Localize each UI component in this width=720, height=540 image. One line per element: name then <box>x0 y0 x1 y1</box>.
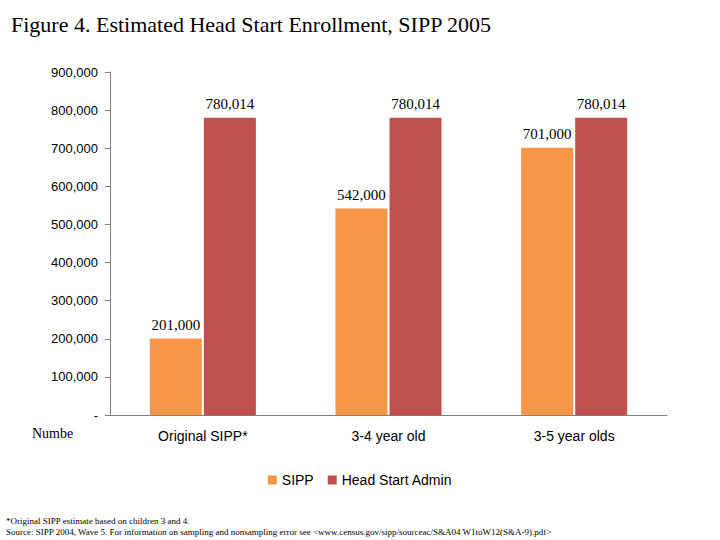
svg-text:600,000: 600,000 <box>51 179 98 194</box>
svg-text:780,014: 780,014 <box>205 96 254 112</box>
svg-text:300,000: 300,000 <box>51 293 98 308</box>
svg-text:100,000: 100,000 <box>51 369 98 384</box>
svg-text:780,014: 780,014 <box>391 96 440 112</box>
svg-text:Original SIPP*: Original SIPP* <box>158 428 248 444</box>
svg-text:Numbe: Numbe <box>32 426 73 441</box>
svg-text:900,000: 900,000 <box>51 65 98 80</box>
svg-text:Source: SIPP 2004, Wave 5. For: Source: SIPP 2004, Wave 5. For informati… <box>6 527 551 537</box>
svg-text:400,000: 400,000 <box>51 255 98 270</box>
svg-text:3-5 year olds: 3-5 year olds <box>534 428 615 444</box>
svg-text:500,000: 500,000 <box>51 217 98 232</box>
svg-text:Figure 4. Estimated Head Start: Figure 4. Estimated Head Start Enrollmen… <box>11 12 491 37</box>
svg-text:*Original SIPP estimate based: *Original SIPP estimate based on childre… <box>6 516 189 526</box>
svg-text:542,000: 542,000 <box>337 187 386 203</box>
svg-text:701,000: 701,000 <box>523 126 572 142</box>
svg-text:3-4 year old: 3-4 year old <box>352 428 426 444</box>
svg-text:780,014: 780,014 <box>577 96 626 112</box>
svg-text:-: - <box>94 408 98 423</box>
svg-text:201,000: 201,000 <box>151 317 200 333</box>
svg-text:700,000: 700,000 <box>51 141 98 156</box>
svg-text:200,000: 200,000 <box>51 331 98 346</box>
svg-text:Head Start Admin: Head Start Admin <box>342 472 452 488</box>
svg-text:800,000: 800,000 <box>51 103 98 118</box>
svg-text:SIPP: SIPP <box>282 472 314 488</box>
